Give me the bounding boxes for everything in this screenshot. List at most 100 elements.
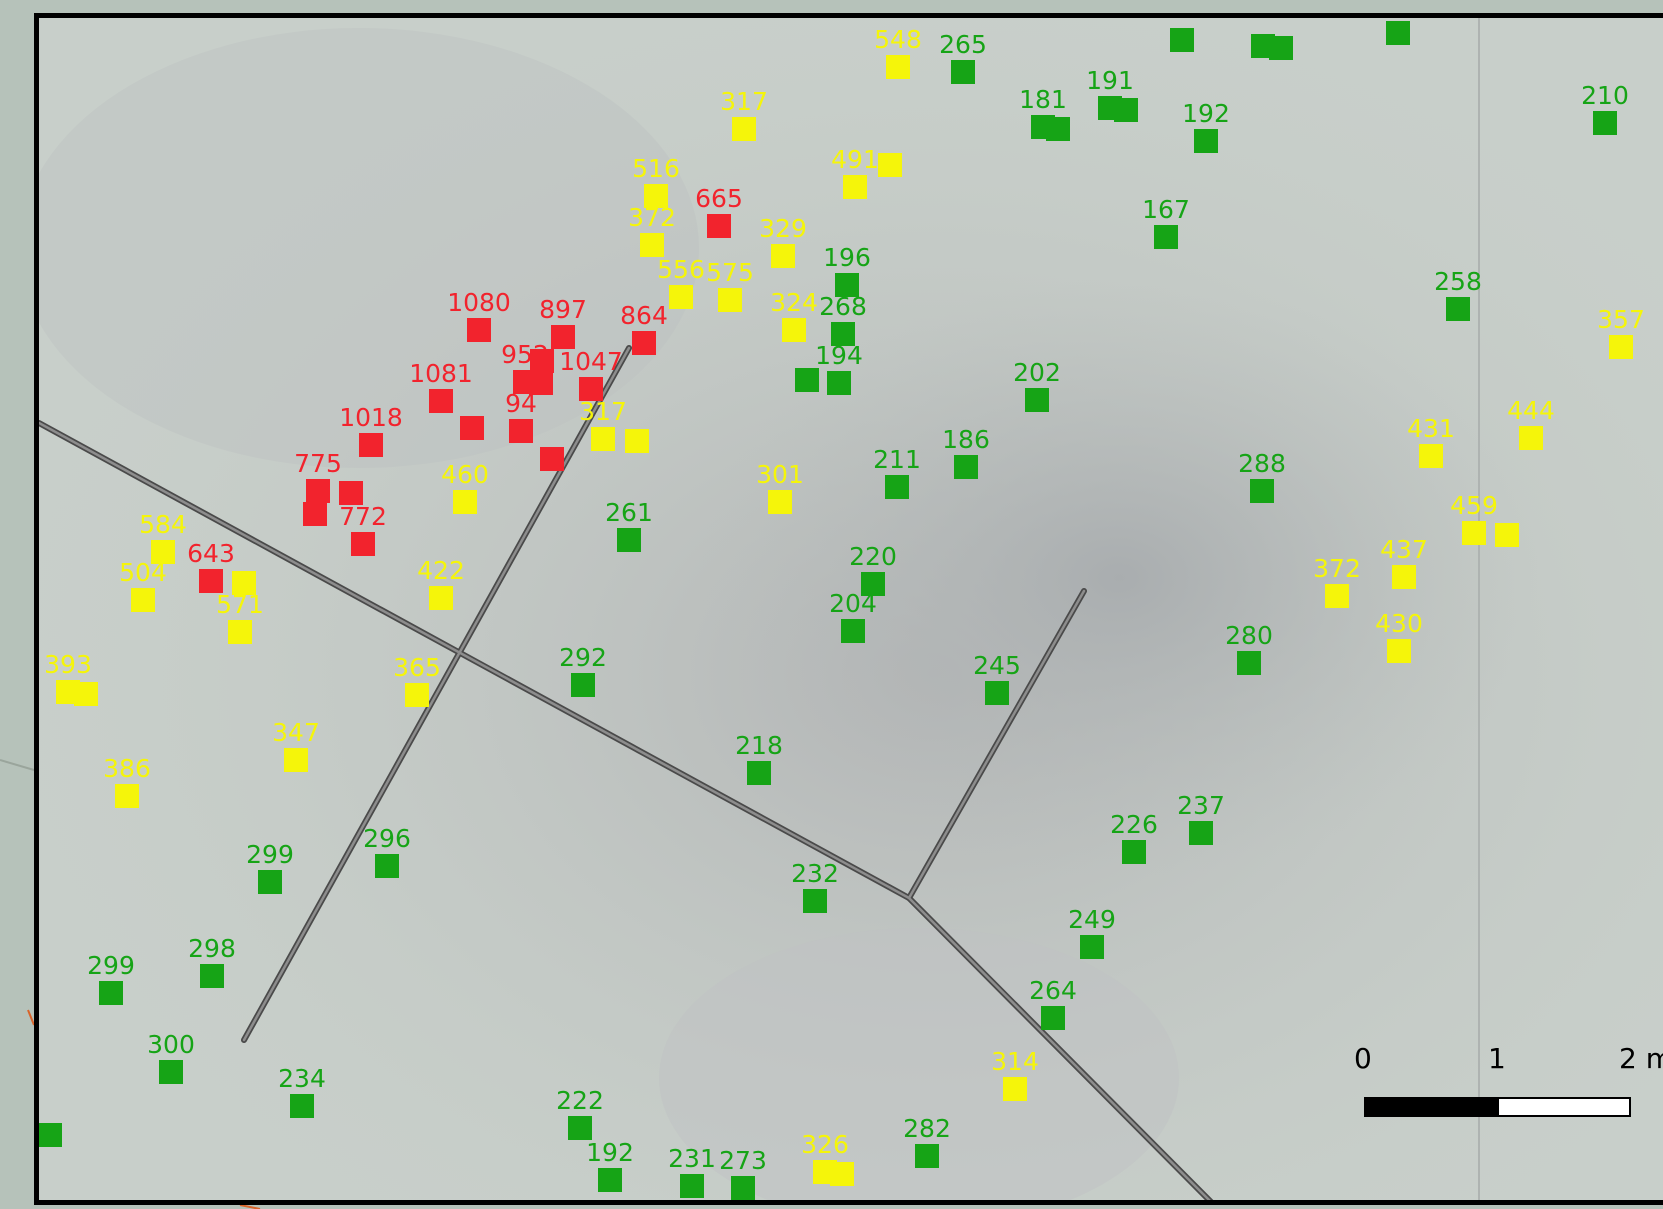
point-marker[interactable] — [831, 322, 855, 346]
point-marker[interactable] — [795, 368, 819, 392]
point-marker[interactable] — [571, 673, 595, 697]
point-marker[interactable] — [885, 475, 909, 499]
sample-point-low[interactable] — [1046, 117, 1070, 141]
point-marker[interactable] — [359, 433, 383, 457]
point-marker[interactable] — [632, 331, 656, 355]
point-marker[interactable] — [640, 233, 664, 257]
point-marker[interactable] — [830, 1162, 854, 1186]
sample-point-low[interactable]: 268 — [819, 292, 867, 346]
sample-point-medium[interactable]: 386 — [103, 754, 151, 808]
sample-point-high[interactable] — [529, 371, 553, 395]
sample-point-medium[interactable]: 516 — [632, 154, 680, 208]
sample-point-high[interactable]: 1047 — [559, 347, 623, 401]
point-marker[interactable] — [99, 981, 123, 1005]
point-marker[interactable] — [1495, 523, 1519, 547]
point-marker[interactable] — [579, 377, 603, 401]
sample-point-low[interactable]: 265 — [939, 30, 987, 84]
sample-point-low[interactable]: 234 — [278, 1064, 326, 1118]
sample-point-medium[interactable] — [830, 1162, 854, 1186]
point-marker[interactable] — [200, 964, 224, 988]
point-marker[interactable] — [747, 761, 771, 785]
sample-point-medium[interactable] — [74, 682, 98, 706]
point-marker[interactable] — [290, 1094, 314, 1118]
sample-point-low[interactable]: 231 — [668, 1144, 716, 1198]
sample-point-high[interactable]: 643 — [187, 539, 235, 593]
sample-point-high[interactable]: 665 — [695, 184, 743, 238]
map-frame[interactable]: 548 265 191 181 192 210 317 491 516 665 372 329 167 1… — [34, 13, 1663, 1205]
point-marker[interactable] — [460, 416, 484, 440]
point-marker[interactable] — [1325, 584, 1349, 608]
point-marker[interactable] — [1387, 639, 1411, 663]
sample-point-medium[interactable]: 504 — [119, 558, 167, 612]
point-marker[interactable] — [1041, 1006, 1065, 1030]
sample-point-high[interactable] — [460, 416, 484, 440]
point-marker[interactable] — [429, 389, 453, 413]
point-marker[interactable] — [1114, 98, 1138, 122]
point-marker[interactable] — [1392, 565, 1416, 589]
point-marker[interactable] — [284, 748, 308, 772]
sample-point-medium[interactable]: 317 — [579, 397, 627, 451]
sample-point-low[interactable]: 232 — [791, 859, 839, 913]
point-marker[interactable] — [509, 419, 533, 443]
sample-point-low[interactable]: 186 — [942, 425, 990, 479]
sample-point-high[interactable]: 864 — [620, 301, 668, 355]
sample-point-low[interactable]: 202 — [1013, 358, 1061, 412]
sample-point-medium[interactable]: 372 — [628, 203, 676, 257]
sample-point-high[interactable] — [303, 502, 327, 526]
point-marker[interactable] — [529, 371, 553, 395]
point-marker[interactable] — [954, 455, 978, 479]
point-marker[interactable] — [1386, 21, 1410, 45]
sample-point-low[interactable]: 194 — [815, 341, 863, 395]
point-marker[interactable] — [732, 117, 756, 141]
sample-point-low[interactable] — [1114, 98, 1138, 122]
point-marker[interactable] — [228, 620, 252, 644]
point-marker[interactable] — [351, 532, 375, 556]
sample-point-low[interactable]: 204 — [829, 589, 877, 643]
sample-point-medium[interactable] — [1495, 523, 1519, 547]
sample-point-medium[interactable]: 575 — [706, 258, 754, 312]
sample-point-low[interactable]: 167 — [1142, 195, 1190, 249]
point-marker[interactable] — [886, 55, 910, 79]
sample-point-low[interactable] — [39, 1123, 62, 1147]
point-marker[interactable] — [429, 586, 453, 610]
point-marker[interactable] — [540, 447, 564, 471]
sample-point-low[interactable]: 220 — [849, 542, 897, 596]
point-marker[interactable] — [199, 569, 223, 593]
point-marker[interactable] — [1250, 479, 1274, 503]
point-marker[interactable] — [551, 325, 575, 349]
sample-point-low[interactable]: 237 — [1177, 791, 1225, 845]
sample-point-low[interactable]: 296 — [363, 824, 411, 878]
sample-point-medium[interactable] — [625, 429, 649, 453]
point-marker[interactable] — [1154, 225, 1178, 249]
sample-point-high[interactable] — [540, 447, 564, 471]
sample-point-medium[interactable]: 431 — [1407, 414, 1455, 468]
point-marker[interactable] — [1419, 444, 1443, 468]
point-marker[interactable] — [1046, 117, 1070, 141]
sample-point-medium[interactable] — [878, 153, 902, 177]
sample-point-medium[interactable]: 301 — [756, 460, 804, 514]
sample-point-medium[interactable]: 571 — [216, 590, 264, 644]
point-marker[interactable] — [375, 854, 399, 878]
sample-point-low[interactable] — [795, 368, 819, 392]
point-marker[interactable] — [303, 502, 327, 526]
point-marker[interactable] — [151, 540, 175, 564]
point-marker[interactable] — [1269, 36, 1293, 60]
point-marker[interactable] — [680, 1174, 704, 1198]
point-marker[interactable] — [915, 1144, 939, 1168]
point-marker[interactable] — [718, 288, 742, 312]
point-marker[interactable] — [985, 681, 1009, 705]
sample-point-high[interactable]: 772 — [339, 502, 387, 556]
sample-point-low[interactable]: 258 — [1434, 267, 1482, 321]
sample-point-low[interactable]: 299 — [87, 951, 135, 1005]
sample-point-high[interactable]: 1018 — [339, 403, 403, 457]
point-marker[interactable] — [1462, 521, 1486, 545]
point-marker[interactable] — [951, 60, 975, 84]
sample-point-medium[interactable]: 329 — [759, 214, 807, 268]
point-marker[interactable] — [878, 153, 902, 177]
point-marker[interactable] — [530, 349, 554, 373]
point-marker[interactable] — [841, 619, 865, 643]
point-marker[interactable] — [258, 870, 282, 894]
point-marker[interactable] — [617, 528, 641, 552]
point-marker[interactable] — [1003, 1077, 1027, 1101]
sample-point-medium[interactable]: 317 — [720, 87, 768, 141]
